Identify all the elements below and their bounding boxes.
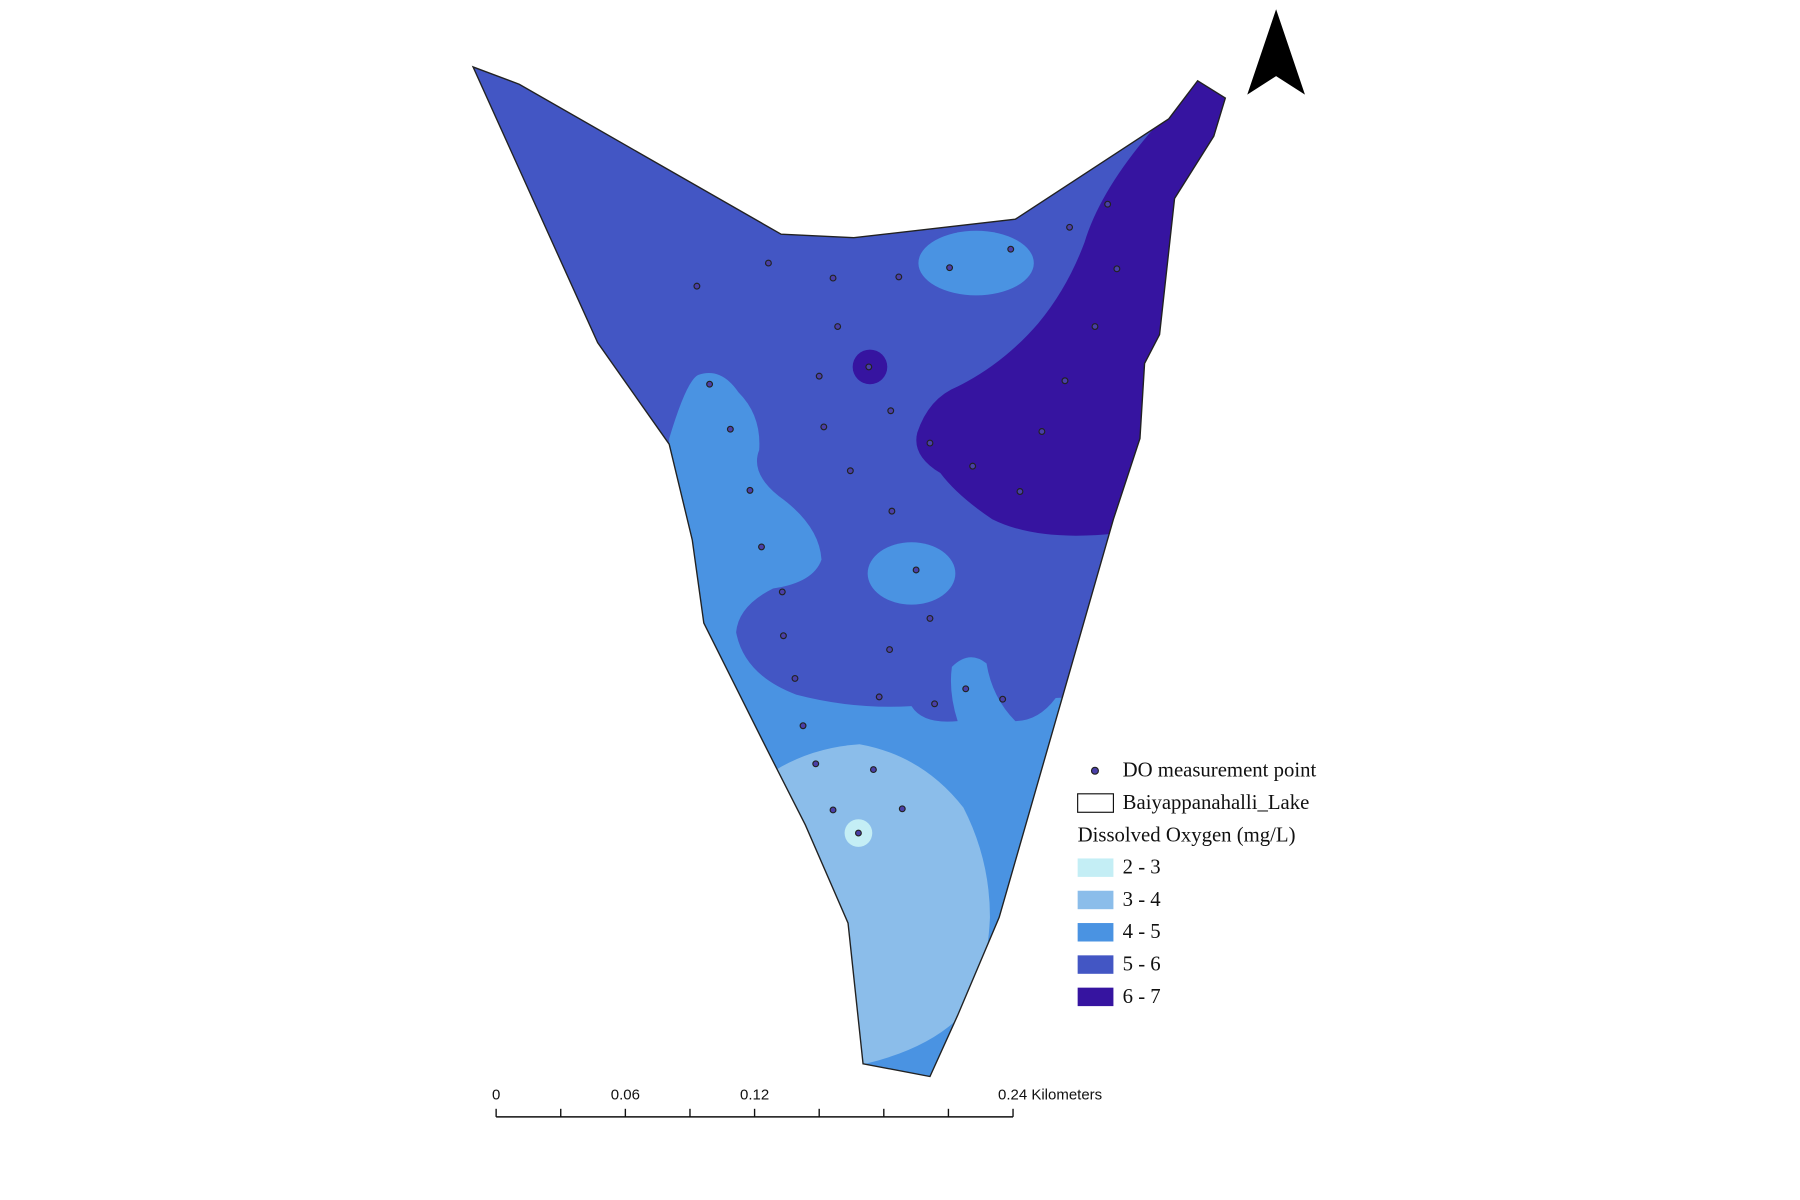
measurement-point (1016, 488, 1024, 495)
measurement-point (865, 363, 873, 371)
scale-bar: 0 0.06 0.12 0.24 Kilometers (492, 1087, 1102, 1118)
measurement-point (815, 372, 823, 380)
measurement-point (726, 425, 734, 433)
measurement-point (779, 632, 787, 640)
measurement-point (812, 760, 820, 768)
measurement-point (895, 273, 903, 281)
measurement-point (820, 423, 828, 431)
measurement-point (706, 380, 714, 388)
scale-label: 0.12 (740, 1087, 769, 1104)
scale-label: 0 (492, 1087, 500, 1104)
measurement-point (778, 588, 786, 596)
measurement-point (1091, 323, 1099, 330)
measurement-point (926, 439, 934, 447)
measurement-point (946, 264, 954, 272)
measurement-point (829, 274, 837, 282)
legend-swatch (1077, 923, 1114, 942)
legend: DO measurement point Baiyappanahalli_Lak… (1077, 760, 1317, 1008)
measurement-point (746, 486, 754, 494)
measurement-point (693, 282, 701, 290)
legend-swatch (1077, 987, 1114, 1007)
legend-class-label: 2 - 3 (1123, 857, 1161, 879)
measurement-point (1061, 377, 1069, 385)
scale-ticks (495, 1108, 1014, 1117)
measurement-point (829, 806, 837, 814)
measurement-point (886, 646, 894, 654)
legend-class-label: 6 - 7 (1123, 986, 1161, 1008)
legend-class-label: 5 - 6 (1123, 953, 1161, 975)
legend-class-label: 3 - 4 (1123, 889, 1162, 911)
measurement-point (999, 695, 1007, 703)
measurement-point (962, 685, 970, 693)
measurement-point (875, 693, 883, 701)
north-arrow (1247, 9, 1305, 95)
measurement-point (834, 323, 842, 330)
measurement-point (912, 566, 920, 574)
legend-lake-symbol (1077, 793, 1114, 813)
legend-swatch (1077, 858, 1114, 877)
map-frame: DO measurement point Baiyappanahalli_Lak… (471, 9, 1317, 1118)
measurement-point (888, 507, 896, 515)
measurement-point (898, 805, 906, 813)
legend-class-label: 4 - 5 (1123, 921, 1161, 943)
scale-label: 0.06 (611, 1087, 640, 1104)
zone-4-5 (918, 230, 1034, 296)
measurement-points (693, 200, 1121, 837)
measurement-point (1038, 428, 1046, 435)
measurement-point (764, 259, 772, 267)
legend-swatch (1077, 890, 1114, 910)
scale-label: 0.24 Kilometers (998, 1087, 1102, 1104)
legend-item: DO measurement point (1123, 760, 1317, 782)
zone-4-5 (867, 542, 956, 605)
measurement-point (926, 614, 934, 622)
legend-title: Dissolved Oxygen (mg/L) (1078, 824, 1296, 846)
measurement-point (854, 829, 862, 837)
measurement-point (931, 700, 939, 708)
legend-item: Baiyappanahalli_Lake (1123, 792, 1310, 814)
legend-point-symbol (1090, 766, 1099, 775)
measurement-point (1113, 265, 1121, 273)
measurement-point (799, 722, 807, 730)
legend-classes: 2 - 3 3 - 4 4 - 5 5 - 6 6 - 7 (1077, 857, 1162, 1008)
measurement-point (846, 467, 854, 475)
measurement-point (791, 674, 799, 682)
measurement-point (1104, 200, 1112, 208)
measurement-point (887, 407, 895, 415)
legend-swatch (1077, 955, 1114, 974)
measurement-point (1007, 245, 1015, 253)
measurement-point (758, 543, 765, 551)
measurement-point (1066, 223, 1074, 231)
measurement-point (869, 766, 877, 774)
measurement-point (969, 462, 977, 470)
lake-outline (471, 65, 1227, 1078)
